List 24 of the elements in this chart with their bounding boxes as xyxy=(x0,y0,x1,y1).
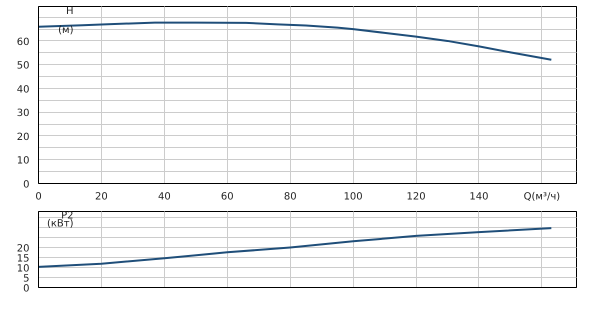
x-tick-label: 80 xyxy=(284,192,297,202)
y-tick-label: 60 xyxy=(16,36,30,48)
y-tick-label: 5 xyxy=(23,274,30,284)
y-tick-label: 15 xyxy=(16,254,30,264)
x-tick-label: 120 xyxy=(406,192,426,202)
y-tick-label: 10 xyxy=(16,264,30,274)
x-tick-label: Q(м³/ч) xyxy=(524,192,560,202)
y-axis-title: H (м) xyxy=(58,6,74,36)
x-tick-label: 20 xyxy=(95,192,108,202)
x-tick-label: 0 xyxy=(35,192,42,202)
x-tick-label: 140 xyxy=(469,192,489,202)
x-tick-label: 60 xyxy=(220,192,234,202)
line-series xyxy=(38,227,552,268)
y-tick-label: 50 xyxy=(16,60,30,72)
y-tick-label: 20 xyxy=(16,244,30,254)
y-tick-label: 0 xyxy=(23,284,30,294)
y-tick-label: 20 xyxy=(16,132,30,143)
y-tick-label: 0 xyxy=(23,180,30,190)
x-tick-label: 40 xyxy=(158,192,171,202)
y-tick-label: 40 xyxy=(16,84,30,96)
y-tick-label: 10 xyxy=(16,156,30,167)
line-series xyxy=(38,22,552,61)
y-tick-label: 30 xyxy=(16,108,30,120)
x-tick-label: 100 xyxy=(344,192,363,202)
